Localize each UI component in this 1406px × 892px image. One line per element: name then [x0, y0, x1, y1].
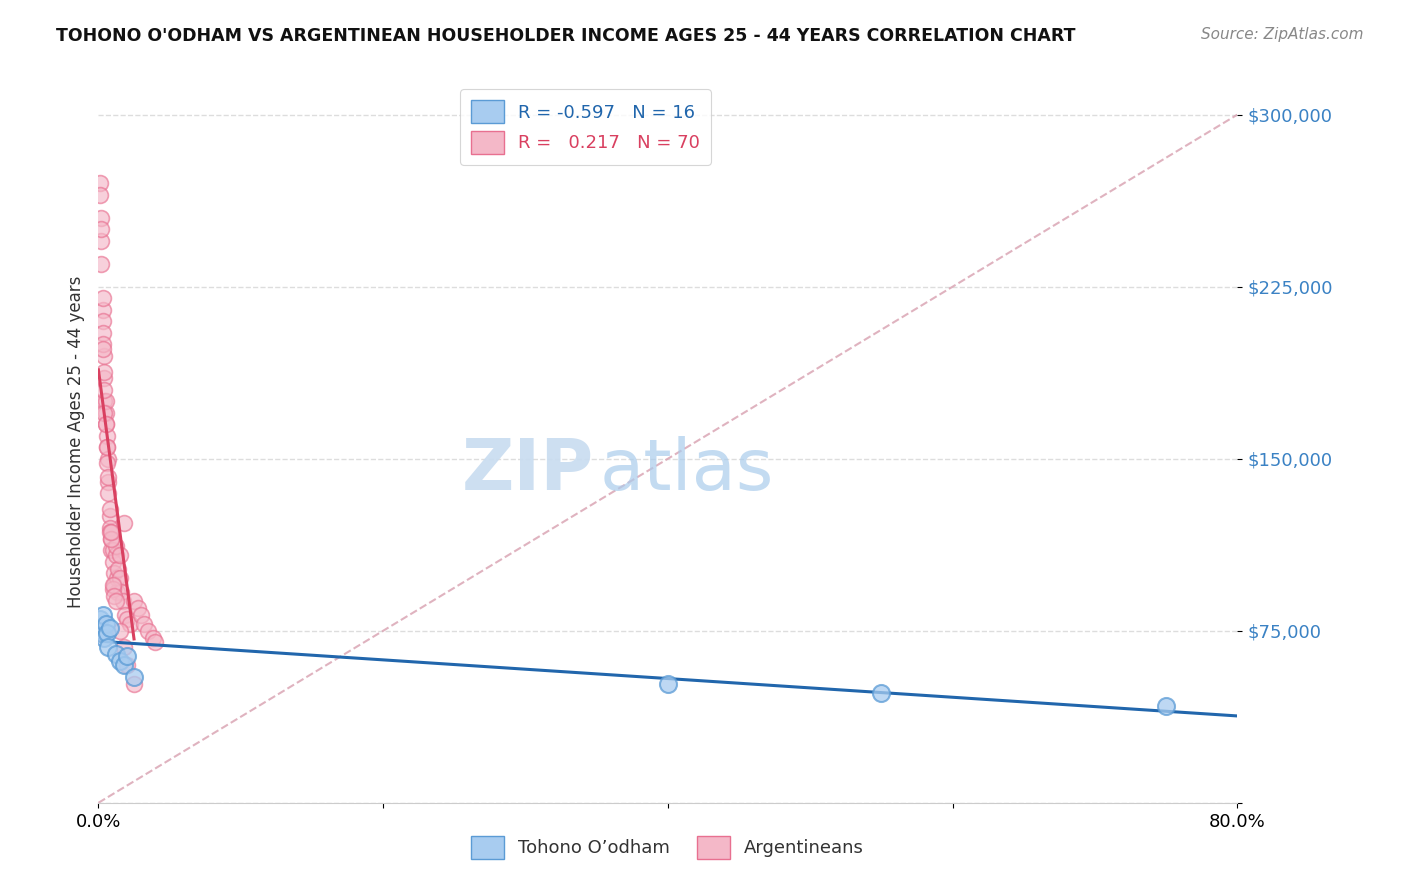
Point [91, 337, 114, 351]
Point [118, 616, 141, 631]
Point [110, 584, 132, 599]
Point [97, 486, 120, 500]
Legend: Tohono O’odham, Argentineans: Tohono O’odham, Argentineans [464, 829, 872, 866]
Point [114, 607, 136, 622]
Point [101, 543, 124, 558]
Text: Source: ZipAtlas.com: Source: ZipAtlas.com [1201, 27, 1364, 42]
Point [111, 594, 134, 608]
Point [101, 555, 124, 569]
Point [93, 371, 115, 385]
Point [90, 211, 112, 225]
Point [97, 640, 120, 654]
Point [132, 616, 155, 631]
Point [91, 342, 114, 356]
Point [98, 502, 121, 516]
Point [91, 291, 114, 305]
Point [657, 676, 679, 690]
Point [93, 349, 115, 363]
Point [94, 394, 117, 409]
Point [103, 590, 125, 604]
Point [127, 600, 149, 615]
Point [91, 302, 114, 317]
Point [100, 543, 122, 558]
Point [104, 594, 127, 608]
Point [100, 525, 122, 540]
Point [94, 417, 117, 432]
Point [105, 584, 128, 599]
Point [98, 525, 121, 540]
Point [1154, 699, 1177, 714]
Point [104, 647, 127, 661]
Point [89, 177, 111, 191]
Point [101, 578, 124, 592]
Point [122, 670, 145, 684]
Y-axis label: Householder Income Ages 25 - 44 years: Householder Income Ages 25 - 44 years [66, 276, 84, 607]
Point [93, 365, 115, 379]
Point [91, 326, 114, 340]
Point [93, 383, 115, 397]
Point [93, 394, 115, 409]
Point [90, 624, 112, 638]
Point [105, 571, 128, 585]
Point [101, 582, 124, 597]
Point [93, 631, 115, 645]
Point [136, 624, 159, 638]
Point [91, 314, 114, 328]
Point [104, 548, 127, 562]
Point [108, 571, 131, 585]
Point [115, 658, 138, 673]
Point [122, 676, 145, 690]
Point [97, 470, 120, 484]
Point [122, 594, 145, 608]
Text: atlas: atlas [599, 436, 773, 505]
Point [870, 686, 893, 700]
Point [90, 222, 112, 236]
Point [96, 626, 118, 640]
Point [98, 622, 121, 636]
Point [112, 640, 135, 654]
Point [129, 607, 152, 622]
Point [112, 658, 135, 673]
Point [94, 406, 117, 420]
Point [108, 654, 131, 668]
Point [94, 417, 117, 432]
Point [93, 406, 115, 420]
Point [141, 631, 163, 645]
Text: TOHONO O'ODHAM VS ARGENTINEAN HOUSEHOLDER INCOME AGES 25 - 44 YEARS CORRELATION : TOHONO O'ODHAM VS ARGENTINEAN HOUSEHOLDE… [56, 27, 1076, 45]
Point [115, 612, 138, 626]
Point [89, 612, 111, 626]
Point [104, 539, 127, 553]
Point [103, 578, 125, 592]
Point [90, 234, 112, 248]
Point [94, 616, 117, 631]
Point [96, 440, 118, 454]
Point [108, 624, 131, 638]
Point [115, 648, 138, 663]
Point [100, 532, 122, 546]
Point [96, 440, 118, 454]
Point [145, 635, 167, 649]
Text: ZIP: ZIP [461, 436, 593, 505]
Point [97, 475, 120, 489]
Point [96, 429, 118, 443]
Point [103, 566, 125, 581]
Point [91, 607, 114, 622]
Point [112, 516, 135, 530]
Point [100, 532, 122, 546]
Point [107, 562, 129, 576]
Point [98, 509, 121, 524]
Point [108, 548, 131, 562]
Point [97, 451, 120, 466]
Point [98, 520, 121, 534]
Point [89, 188, 111, 202]
Point [96, 456, 118, 470]
Point [90, 257, 112, 271]
